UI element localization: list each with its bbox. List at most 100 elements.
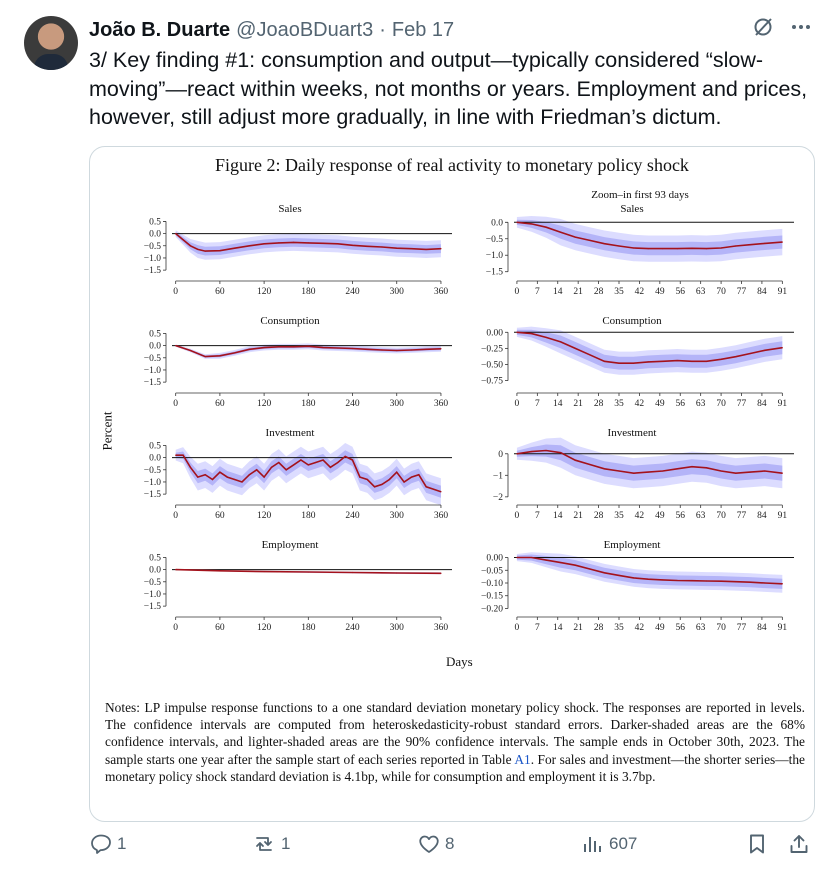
y-tick-label: 0.5 xyxy=(149,553,161,563)
y-tick-label: −0.5 xyxy=(144,578,161,588)
band-68 xyxy=(516,554,783,589)
y-tick-label: 0.0 xyxy=(149,230,161,240)
data-point xyxy=(764,242,766,244)
y-tick-label: −1.0 xyxy=(144,478,161,488)
x-tick-label: 42 xyxy=(635,287,645,297)
data-point xyxy=(749,471,751,473)
data-point xyxy=(545,449,547,452)
data-point xyxy=(720,247,722,249)
x-tick-label: 14 xyxy=(553,399,563,409)
repost-button[interactable]: 1 xyxy=(251,832,290,856)
reply-button[interactable]: 1 xyxy=(89,832,126,856)
bookmark-icon xyxy=(745,832,769,856)
data-point xyxy=(307,242,309,244)
data-point xyxy=(359,476,361,478)
notes-text: Notes: LP impulse response functions to … xyxy=(105,700,805,767)
x-tick-label: 360 xyxy=(434,287,449,297)
data-point xyxy=(351,459,354,461)
x-tick-label: 42 xyxy=(635,511,645,521)
y-tick-label: −1.0 xyxy=(144,366,161,376)
x-tick-label: 180 xyxy=(301,287,316,297)
y-tick-label: −0.5 xyxy=(144,354,161,364)
y-tick-label: −1.5 xyxy=(486,268,503,278)
views-button[interactable]: 607 xyxy=(581,832,637,856)
avatar[interactable] xyxy=(24,16,78,70)
x-tick-label: 21 xyxy=(573,399,583,409)
data-point xyxy=(574,459,576,461)
y-tick-label: −0.20 xyxy=(481,604,503,614)
x-tick-label: 56 xyxy=(676,287,686,297)
chart-plot: 0.5 0.0 −0.5 −1.0 −1.5 0 60 120 180 240 300 360 xyxy=(144,441,452,521)
data-point xyxy=(574,564,576,566)
data-point xyxy=(226,476,228,478)
grok-icon[interactable] xyxy=(752,16,774,38)
author-handle[interactable]: @JoaoBDuart3 xyxy=(236,18,374,41)
tweet-date[interactable]: Feb 17 xyxy=(391,18,455,41)
x-tick-label: 300 xyxy=(390,623,405,633)
data-point xyxy=(662,360,664,362)
chart-sales-zoom: Sales 0.0 −0.5 −1.0 −1.5 0 7 14 21 28 35 42 49 56 63 7… xyxy=(462,203,802,307)
y-tick-label: −0.50 xyxy=(481,360,503,370)
tweet-image[interactable]: Figure 2: Daily response of real activit… xyxy=(89,146,815,822)
data-point xyxy=(292,464,295,466)
reply-count: 1 xyxy=(117,834,127,853)
data-point xyxy=(589,463,591,466)
x-tick-label: 60 xyxy=(215,623,225,633)
data-point xyxy=(388,478,390,481)
data-point xyxy=(396,471,398,473)
data-point xyxy=(560,341,562,343)
x-tick-label: 240 xyxy=(345,287,360,297)
data-point xyxy=(516,221,518,223)
x-tick-label: 49 xyxy=(655,287,665,297)
data-point xyxy=(530,223,533,225)
bookmark-button[interactable] xyxy=(745,832,769,856)
data-point xyxy=(662,579,664,581)
data-point xyxy=(322,346,324,349)
x-tick-label: 360 xyxy=(434,511,449,521)
data-point xyxy=(425,348,427,350)
share-button[interactable] xyxy=(787,832,811,856)
data-point xyxy=(182,454,184,456)
x-tick-label: 28 xyxy=(594,511,604,521)
x-tick-label: 49 xyxy=(655,511,665,521)
data-point xyxy=(425,248,427,251)
y-tick-label: −2 xyxy=(493,493,503,503)
data-point xyxy=(256,469,258,471)
data-point xyxy=(589,354,591,356)
y-tick-label: −1.5 xyxy=(144,266,161,276)
x-tick-label: 240 xyxy=(345,511,360,521)
data-point xyxy=(234,352,236,354)
x-tick-label: 70 xyxy=(716,287,726,297)
x-tick-label: 77 xyxy=(737,287,747,297)
x-tick-label: 7 xyxy=(535,287,540,297)
x-tick-label: 240 xyxy=(345,623,360,633)
tweet-header: João B. Duarte @JoaoBDuart3 · Feb 17 xyxy=(89,16,729,44)
data-point xyxy=(691,247,693,249)
heart-icon xyxy=(417,832,441,856)
data-point xyxy=(381,483,383,485)
like-button[interactable]: 8 xyxy=(417,832,454,856)
data-point xyxy=(278,346,280,348)
data-point xyxy=(735,581,737,583)
table-link[interactable]: A1 xyxy=(514,751,531,767)
data-point xyxy=(241,481,243,483)
data-point xyxy=(781,241,783,243)
data-point xyxy=(545,559,547,561)
x-tick-label: 14 xyxy=(553,511,563,521)
x-tick-label: 21 xyxy=(573,287,583,297)
y-tick-label: 0.5 xyxy=(149,329,161,339)
x-tick-label: 120 xyxy=(257,623,272,633)
x-tick-label: 300 xyxy=(390,287,405,297)
chart-investment-full: Investment 0.5 0.0 −0.5 −1.0 −1.5 0 60 120 180 24… xyxy=(120,427,460,531)
data-point xyxy=(720,580,722,582)
data-point xyxy=(300,459,302,461)
data-point xyxy=(618,362,620,364)
data-point xyxy=(410,248,413,250)
y-tick-label: −0.25 xyxy=(481,344,503,354)
data-point xyxy=(749,581,751,583)
data-point xyxy=(351,244,354,246)
more-icon[interactable] xyxy=(790,16,812,38)
author-name[interactable]: João B. Duarte xyxy=(89,18,231,41)
y-tick-label: 0.0 xyxy=(149,454,161,464)
y-tick-label: −0.75 xyxy=(481,377,503,387)
